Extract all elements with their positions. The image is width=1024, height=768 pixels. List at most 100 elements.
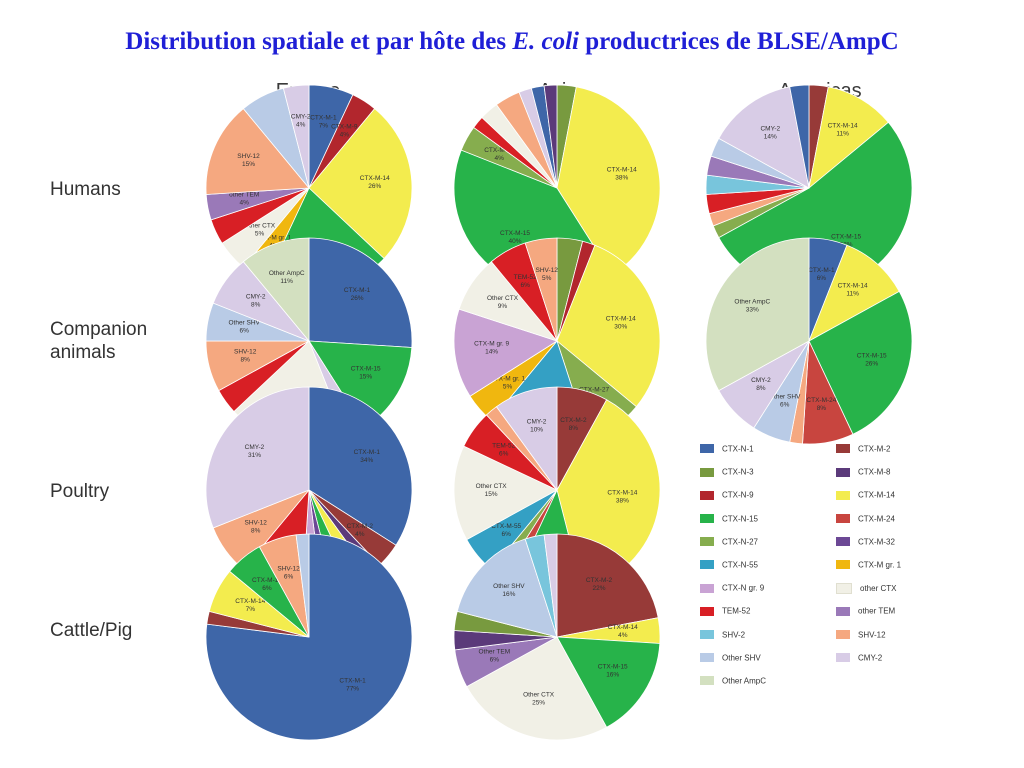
slice-label: CMY-2 8% [751,377,771,392]
legend-swatch [700,676,714,686]
pie-slice [242,237,310,343]
legend-swatch [700,653,714,663]
pie-slice [556,533,659,638]
pie-slice [295,533,310,638]
pie-slice [466,636,608,741]
pie-slice [524,237,558,342]
slice-label: CTX-M-14 38% [607,489,637,504]
slice-label: CTX-M-24 8% [806,397,836,412]
slice-label: CTX-M gr. 9 14% [474,340,509,355]
slice-label: CTX-M-2 4% [347,523,374,538]
row-header-poultry: Poultry [50,481,110,502]
legend-item: other CTX [836,583,896,597]
slice-label: SHV-12 8% [234,348,257,363]
legend-label: SHV-12 [858,629,886,639]
legend-label: CTX-M-32 [858,537,895,547]
legend-swatch [700,606,714,616]
slice-label: CMY-2 8% [246,293,266,308]
pie-slice [556,244,661,408]
legend-label: CTX-N-55 [722,560,759,570]
legend-item: CTX-M-24 [836,513,895,528]
legend-item: CTX-M-2 [836,444,890,458]
legend-label: CTX-N-9 [722,490,754,500]
slice-label: SHV-12 8% [244,520,267,535]
slice-label: Other AmpC 11% [269,270,305,285]
slice-label: Other CTX 9% [487,295,519,310]
legend-swatch [836,583,852,595]
pie-slice [453,445,558,541]
slice-label: SHV-12 6% [277,565,300,580]
pie-slice [808,244,900,342]
slice-label: CTX-M-27 4% [484,147,514,162]
title-part2: productrices de BLSE/AmpC [579,28,899,55]
legend-label: CTX-N-27 [722,537,759,547]
legend-label: CTX-M gr. 1 [858,560,902,570]
slice-label: CTX-M-15 6% [252,577,282,592]
legend-swatch [700,560,714,570]
slice-label: Other AmpC 33% [734,298,770,313]
slice-label: CMY-2 4% [291,114,311,129]
legend-item: CTX-N-15 [700,513,758,528]
slice-label: CTX-M-1 26% [344,287,371,302]
legend-swatch [836,490,850,500]
title-part1: Distribution spatiale et par hôte des [125,28,513,55]
legend-swatch [700,490,714,500]
slice-label: CTX-M-9 4% [331,123,358,138]
slice-label: CTX-M-14 30% [606,316,636,331]
legend-swatch [836,444,850,454]
legend-swatch [836,560,850,570]
slice-label: CTX-M-15 15% [351,366,381,381]
slice-label: TEM-52 6% [492,442,516,457]
pie-slice [543,533,558,638]
legend-item: CTX-N gr. 9 [700,583,764,597]
pie-slice [808,86,889,190]
pie-asia-cattle-pig: CTX-M-2 22% CTX-M-14 4% CTX-M-15 16% Other CTX… [453,533,661,741]
slice-label: CTX-M-2 8% [560,417,587,432]
slice-label: CTX-M-15 40% [500,230,530,245]
slice-label: Other CTX 15% [476,483,508,498]
pie-slice [308,108,413,260]
legend-item: SHV-2 [700,629,746,644]
pie-europe-cattle-pig: CTX-M-1 77% CTX-M-14 7% CTX-M-15 6%SHV-12 6% [205,533,413,741]
title-italic: E. coli [512,28,580,55]
legend-item: CTX-M-8 [836,467,890,481]
legend-swatch [836,467,850,477]
slice-label: CTX-M-14 11% [828,122,858,137]
pie-slice [789,84,810,189]
slice-label: CTX-M-15 26% [857,352,887,367]
slice-label: Other CTX 25% [523,691,555,706]
legend-swatch [700,513,714,523]
slice-label: other TEM 4% [229,191,259,206]
legend-item: SHV-12 [836,629,886,644]
pie-americas-companion-animals: CTX-M-1 6%CTX-M-14 11% CTX-M-15 26% CTX-M-24 8… [705,237,913,445]
pie-slice [456,538,558,638]
legend-label: CTX-M-14 [858,490,895,500]
legend-label: Other AmpC [722,676,767,686]
pie-slice [556,636,661,728]
legend-label: CTX-N-1 [722,444,754,454]
legend-item: other TEM [836,606,895,620]
legend-item: CTX-M-32 [836,537,895,551]
row-header-cattle: Cattle/Pig [50,620,133,641]
legend-swatch [700,629,714,639]
row-header-companion: Companion animals [50,319,148,363]
slice-label: CTX-M-55 6% [491,523,521,538]
pie-slice [543,84,558,189]
slice-label: CTX-M-1 77% [339,677,366,692]
row-header-humans: Humans [50,179,121,200]
legend-label: CMY-2 [858,653,883,663]
legend-item: CTX-N-3 [700,467,754,481]
pie-europe-humans: CTX-M-17%CTX-M-94%CTX-M-1426%CTX-M-1520%… [205,84,413,292]
slice-label: CTX-M-1 7% [310,115,337,130]
legend-label: SHV-2 [722,629,746,639]
legend-swatch [700,467,714,477]
pie-slice [453,308,558,397]
legend-label: CTX-N-3 [722,467,754,477]
legend-item: CMY-2 [836,653,882,667]
legend-swatch [836,513,850,523]
legend-swatch [836,653,850,663]
legend-swatch [836,537,850,547]
legend-item: CTX-N-1 [700,444,754,458]
legend-label: other CTX [860,584,897,594]
slice-label: CMY-2 10% [527,418,547,433]
